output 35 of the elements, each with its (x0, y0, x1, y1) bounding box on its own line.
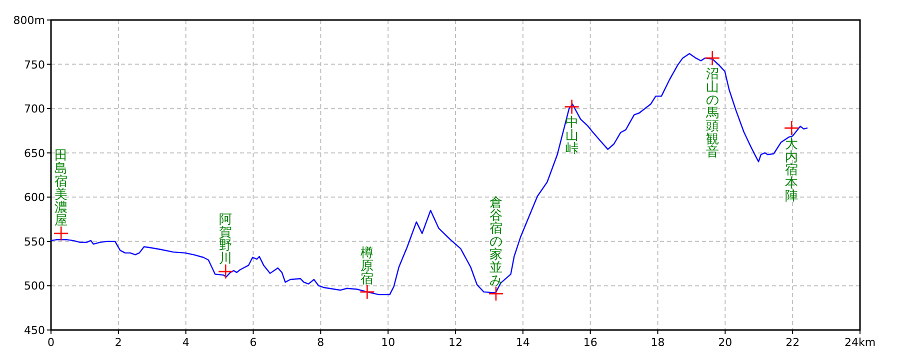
ytick: 800m (13, 14, 45, 27)
xtick: 8 (317, 336, 324, 349)
point (488, 286, 504, 302)
point (53, 226, 69, 242)
annotation: 田島宿美濃屋 (54, 148, 68, 228)
ytick: 700 (24, 102, 45, 116)
xtick: 2 (114, 336, 122, 349)
xtick: 24km (844, 336, 876, 349)
ytick: 500 (24, 280, 45, 293)
ytick: 450 (24, 324, 45, 337)
annotation: 倉谷宿の家並み (489, 196, 502, 289)
annotation: 阿賀野川 (219, 212, 232, 267)
annotation: 大内宿本陣 (785, 136, 798, 204)
point (784, 120, 800, 136)
xtick: 10 (381, 336, 396, 349)
point (704, 50, 720, 66)
xtick: 6 (250, 336, 257, 349)
ytick: 550 (24, 235, 45, 248)
annotation: 中山峠 (565, 116, 578, 156)
xtick: 12 (448, 336, 462, 349)
point (360, 284, 375, 300)
xtick: 20 (718, 336, 732, 349)
xtick: 22 (786, 336, 800, 349)
point (218, 264, 234, 280)
xtick: 16 (583, 336, 598, 349)
xtick: 4 (182, 336, 190, 349)
ytick: 750 (24, 58, 45, 72)
ytick: 650 (24, 146, 45, 160)
xtick: 14 (516, 336, 530, 349)
annotation: 沼山の馬頭観音 (706, 66, 719, 160)
xtick: 0 (48, 336, 54, 349)
point (564, 99, 580, 114)
xtick: 18 (650, 336, 665, 349)
ytick: 600 (24, 191, 45, 204)
annotation: 樽原宿 (360, 246, 374, 287)
